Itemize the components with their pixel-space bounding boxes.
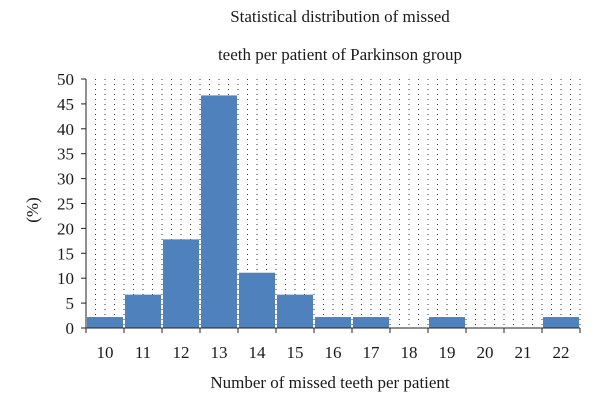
- y-tick-label: 10: [57, 269, 74, 288]
- axes: [81, 78, 581, 333]
- bar-14: [239, 272, 275, 328]
- x-tick-label: 21: [515, 343, 532, 362]
- y-tick-label: 45: [57, 95, 74, 114]
- x-tick-label: 22: [553, 343, 570, 362]
- bar-17: [353, 317, 389, 328]
- x-tick-label: 17: [363, 343, 381, 362]
- y-tick-labels: 0 5 10 15 20 25 30 35 40 45 50: [57, 70, 74, 338]
- y-tick-label: 35: [57, 145, 74, 164]
- x-tick-label: 12: [173, 343, 190, 362]
- bar-15: [277, 294, 313, 328]
- y-tick-label: 20: [57, 219, 74, 238]
- y-tick-label: 5: [66, 294, 75, 313]
- x-axis-label: Number of missed teeth per patient: [210, 373, 450, 392]
- bar-13: [201, 95, 237, 329]
- x-tick-label: 14: [249, 343, 267, 362]
- bar-10: [87, 317, 123, 328]
- y-axis-label: (%): [23, 197, 42, 222]
- x-tick-label: 13: [211, 343, 228, 362]
- y-tick-label: 40: [57, 120, 74, 139]
- y-tick-label: 25: [57, 195, 74, 214]
- bar-22: [543, 317, 579, 328]
- bar-12: [163, 239, 199, 328]
- x-tick-labels: 10 11 12 13 14 15 16 17 18 19 20 21 22: [97, 343, 570, 362]
- x-tick-label: 20: [477, 343, 494, 362]
- x-tick-label: 16: [325, 343, 342, 362]
- chart-title-line-2: teeth per patient of Parkinson group: [217, 45, 463, 64]
- y-tick-label: 0: [66, 319, 75, 338]
- x-tick-label: 15: [287, 343, 304, 362]
- x-tick-label: 19: [439, 343, 456, 362]
- x-tick-label: 11: [135, 343, 151, 362]
- bar-19: [429, 317, 465, 328]
- x-tick-label: 18: [401, 343, 418, 362]
- bar-11: [125, 294, 161, 328]
- y-tick-label: 15: [57, 244, 74, 263]
- y-tick-label: 30: [57, 170, 74, 189]
- y-tick-label: 50: [57, 70, 74, 89]
- chart-title-line-1: Statistical distribution of missed: [230, 7, 450, 26]
- x-tick-label: 10: [97, 343, 114, 362]
- bars: [87, 95, 579, 329]
- bar-16: [315, 317, 351, 328]
